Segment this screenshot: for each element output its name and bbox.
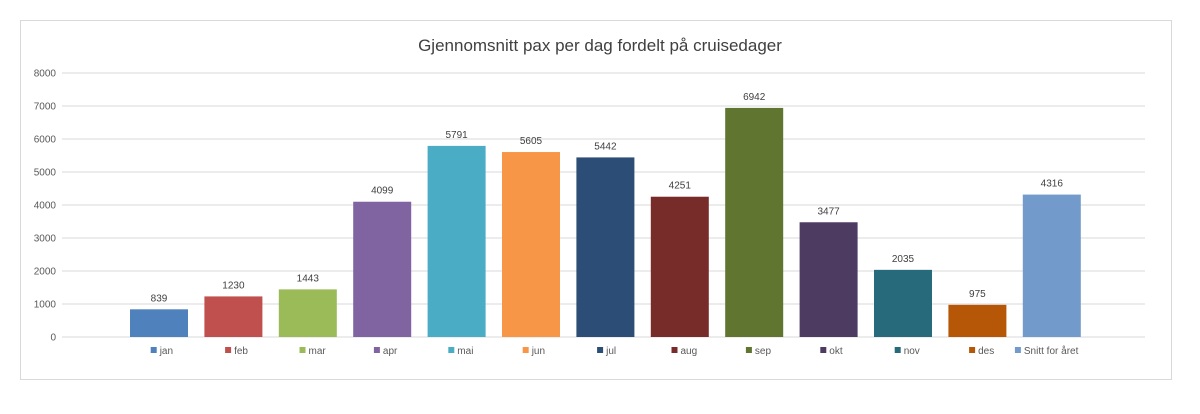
y-tick-label: 8000 xyxy=(34,69,57,80)
bar-okt xyxy=(799,222,858,337)
data-label: 1443 xyxy=(297,273,320,284)
legend-swatch xyxy=(225,347,232,353)
legend-swatch xyxy=(745,347,752,353)
legend-swatch xyxy=(299,347,306,353)
bar-jul xyxy=(576,157,635,337)
y-tick-label: 2000 xyxy=(34,267,57,278)
bar-jun xyxy=(502,152,560,337)
data-label: 1230 xyxy=(222,280,245,291)
y-tick-label: 3000 xyxy=(34,234,57,245)
bar-feb xyxy=(204,296,263,337)
bar-apr xyxy=(353,201,412,337)
y-tick-label: 6000 xyxy=(34,135,57,146)
legend-swatch xyxy=(597,347,604,353)
bar-sep xyxy=(725,107,784,337)
y-tick-label: 5000 xyxy=(34,168,57,179)
bar-nov xyxy=(874,269,932,337)
data-label: 6942 xyxy=(743,92,766,103)
legend-swatch xyxy=(522,347,529,353)
data-label: 839 xyxy=(151,293,168,304)
legend-label: jun xyxy=(531,346,545,357)
data-label: 4251 xyxy=(669,181,692,192)
legend-swatch xyxy=(150,347,157,353)
legend-swatch xyxy=(373,347,380,353)
y-tick-label: 1000 xyxy=(34,300,57,311)
bar-snitt-for-året xyxy=(1022,194,1081,337)
data-label: 4316 xyxy=(1041,179,1064,190)
data-label: 3477 xyxy=(817,206,840,217)
legend-swatch xyxy=(894,347,901,353)
legend-label: feb xyxy=(234,346,248,357)
y-tick-label: 7000 xyxy=(34,102,57,113)
legend-label: aug xyxy=(681,346,698,357)
legend-label: jul xyxy=(605,346,616,357)
legend-label: mar xyxy=(309,346,327,357)
legend-swatch xyxy=(1014,347,1021,353)
y-tick-label: 4000 xyxy=(34,201,57,212)
data-label: 5605 xyxy=(520,136,543,147)
legend-label: okt xyxy=(829,346,843,357)
legend-swatch xyxy=(969,347,976,353)
data-label: 5442 xyxy=(594,141,617,152)
legend-label: nov xyxy=(904,346,920,357)
data-label: 975 xyxy=(969,289,986,300)
legend-swatch xyxy=(671,347,678,353)
bar-mai xyxy=(427,145,486,337)
bar-jan xyxy=(130,309,188,337)
data-label: 4099 xyxy=(371,186,394,197)
legend-label: jan xyxy=(159,346,173,357)
bar-aug xyxy=(650,196,709,337)
legend-swatch xyxy=(448,347,455,353)
legend-swatch xyxy=(820,347,827,353)
legend-label: mai xyxy=(457,346,473,357)
legend-label: sep xyxy=(755,346,772,357)
y-tick-label: 0 xyxy=(50,333,56,344)
data-label: 2035 xyxy=(892,254,915,265)
chart-title: Gjennomsnitt pax per dag fordelt på crui… xyxy=(418,36,782,55)
legend-label: des xyxy=(978,346,994,357)
bar-mar xyxy=(278,289,337,337)
legend-label: Snitt for året xyxy=(1024,345,1079,357)
bar-des xyxy=(948,304,1007,337)
data-label: 5791 xyxy=(445,130,468,141)
legend-label: apr xyxy=(383,346,398,357)
